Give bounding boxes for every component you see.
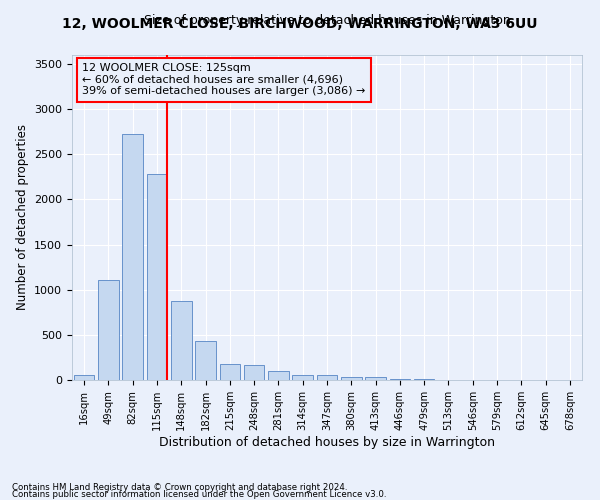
Text: 12 WOOLMER CLOSE: 125sqm
← 60% of detached houses are smaller (4,696)
39% of sem: 12 WOOLMER CLOSE: 125sqm ← 60% of detach… xyxy=(82,63,365,96)
Bar xyxy=(317,376,337,380)
Text: Contains public sector information licensed under the Open Government Licence v3: Contains public sector information licen… xyxy=(12,490,386,499)
Bar xyxy=(341,377,362,380)
Bar xyxy=(292,374,313,380)
Text: Contains HM Land Registry data © Crown copyright and database right 2024.: Contains HM Land Registry data © Crown c… xyxy=(12,484,347,492)
Bar xyxy=(244,365,265,380)
Bar xyxy=(268,372,289,380)
Bar xyxy=(389,379,410,380)
Bar xyxy=(146,174,167,380)
Title: Size of property relative to detached houses in Warrington: Size of property relative to detached ho… xyxy=(143,14,511,28)
X-axis label: Distribution of detached houses by size in Warrington: Distribution of detached houses by size … xyxy=(159,436,495,448)
Text: 12, WOOLMER CLOSE, BIRCHWOOD, WARRINGTON, WA3 6UU: 12, WOOLMER CLOSE, BIRCHWOOD, WARRINGTON… xyxy=(62,18,538,32)
Bar xyxy=(414,379,434,380)
Bar xyxy=(122,134,143,380)
Bar xyxy=(74,375,94,380)
Bar xyxy=(365,378,386,380)
Bar xyxy=(220,364,240,380)
Y-axis label: Number of detached properties: Number of detached properties xyxy=(16,124,29,310)
Bar xyxy=(195,341,216,380)
Bar xyxy=(98,280,119,380)
Bar xyxy=(171,301,191,380)
